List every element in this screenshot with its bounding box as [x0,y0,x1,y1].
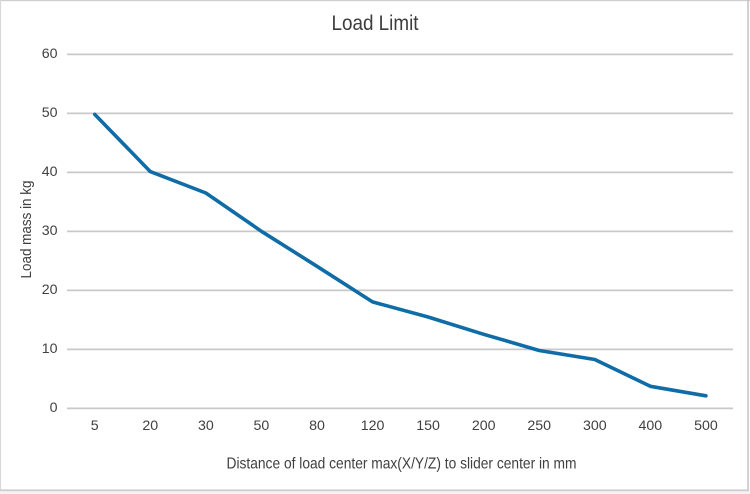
svg-text:50: 50 [42,105,58,121]
svg-text:0: 0 [50,400,58,416]
svg-text:200: 200 [472,418,496,434]
svg-text:60: 60 [42,46,58,62]
svg-text:400: 400 [639,418,663,434]
svg-text:30: 30 [198,418,214,434]
svg-text:Distance of load center max(X/: Distance of load center max(X/Y/Z) to sl… [227,456,577,473]
svg-text:50: 50 [254,418,270,434]
svg-text:Load Limit: Load Limit [332,12,419,35]
svg-text:150: 150 [416,418,440,434]
svg-text:Load mass in kg: Load mass in kg [18,181,35,279]
svg-text:20: 20 [42,282,58,298]
svg-text:20: 20 [142,418,158,434]
svg-text:5: 5 [91,418,99,434]
svg-text:250: 250 [527,418,551,434]
svg-text:30: 30 [42,223,58,239]
svg-text:500: 500 [694,418,718,434]
svg-text:40: 40 [42,164,58,180]
svg-text:80: 80 [309,418,325,434]
svg-text:120: 120 [361,418,385,434]
svg-text:300: 300 [583,418,607,434]
svg-text:10: 10 [42,341,58,357]
